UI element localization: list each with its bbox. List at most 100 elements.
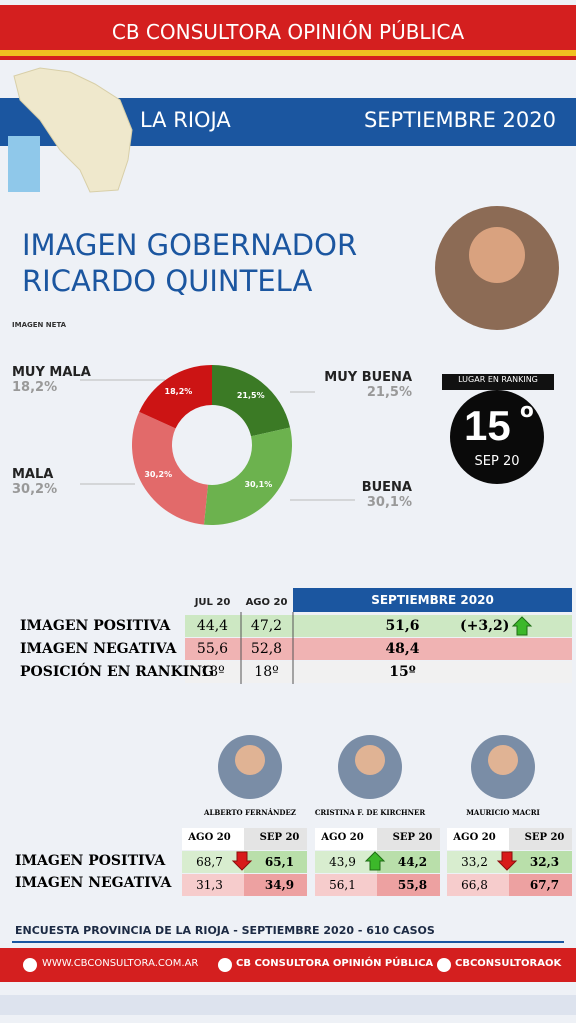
header-title: CB CONSULTORA OPINIÓN PÚBLICA — [111, 20, 465, 44]
row-label: IMAGEN NEGATIVA — [20, 641, 177, 657]
column-header: SEP 20 — [259, 832, 300, 843]
arrow-down — [231, 851, 253, 871]
cell: 51,6 — [385, 618, 420, 634]
survey-note: ENCUESTA PROVINCIA DE LA RIOJA - SEPTIEM… — [15, 924, 435, 937]
highlight — [509, 851, 572, 873]
photo-face — [235, 745, 265, 775]
donut-segment — [139, 365, 212, 429]
politician-name: MAURICIO MACRI — [466, 808, 540, 817]
ranking-label: LUGAR EN RANKING — [458, 375, 538, 384]
change: (+3,2) — [460, 618, 510, 634]
ranking-date: SEP 20 — [474, 454, 520, 469]
highlight — [509, 874, 572, 896]
highlight — [244, 874, 307, 896]
map-inset — [8, 136, 40, 192]
cell: 32,3 — [529, 855, 560, 869]
ranking-circle — [450, 390, 544, 484]
donut-segment — [212, 365, 291, 437]
column-header: AGO 20 — [321, 832, 364, 843]
column-header: JUL 20 — [194, 597, 231, 608]
photo-face — [355, 745, 385, 775]
segment-label: 30,2% — [144, 469, 173, 479]
column-header: AGO 20 — [245, 597, 288, 608]
cell: 56,1 — [329, 878, 356, 892]
cell: 66,8 — [461, 878, 488, 892]
cell: 48,4 — [385, 641, 420, 657]
highlight — [244, 828, 307, 850]
date: SEPTIEMBRE 2020 — [363, 108, 556, 132]
category-label: MUY BUENA — [324, 370, 412, 385]
footer-bar — [0, 948, 576, 982]
category-label: BUENA — [361, 480, 412, 495]
row-label: IMAGEN POSITIVA — [20, 618, 171, 634]
category-label: MALA — [12, 467, 54, 482]
arrow-up — [511, 616, 533, 636]
row-bg — [185, 638, 572, 660]
row-label: IMAGEN POSITIVA — [15, 853, 166, 869]
cell: 67,7 — [529, 878, 560, 892]
bottom-bar — [0, 995, 576, 1015]
value-label: 18,2% — [12, 380, 58, 395]
cell: 18º — [200, 664, 225, 680]
cell: 31,3 — [196, 878, 223, 892]
cell: 44,4 — [196, 618, 229, 634]
icon — [218, 958, 232, 972]
highlight — [377, 874, 440, 896]
politician-name: CRISTINA F. DE KIRCHNER — [314, 808, 426, 817]
column-header: SEP 20 — [392, 832, 433, 843]
value-label: 21,5% — [366, 385, 412, 400]
column-header: SEP 20 — [524, 832, 565, 843]
highlight — [377, 851, 440, 873]
cell: 44,2 — [397, 855, 428, 869]
row-label: IMAGEN NEGATIVA — [15, 875, 172, 891]
ranking-bar — [442, 374, 554, 390]
cell: 33,2 — [461, 855, 488, 869]
arrow-up — [364, 851, 386, 871]
photo-face — [488, 745, 518, 775]
ranking-position: 15 — [464, 402, 511, 449]
cell: 43,9 — [329, 855, 356, 869]
highlight — [509, 828, 572, 850]
cell: 68,7 — [196, 855, 223, 869]
cell: 65,1 — [264, 855, 295, 869]
donut-segment — [132, 411, 208, 525]
cell: 52,8 — [250, 641, 283, 657]
column-header: AGO 20 — [453, 832, 496, 843]
ranking-suffix: o — [520, 398, 534, 422]
map — [13, 67, 133, 193]
column-header: SEPTIEMBRE 2020 — [371, 593, 494, 607]
header-stripe — [0, 50, 576, 56]
header-cell — [293, 588, 572, 612]
category-label: MUY MALA — [12, 365, 91, 380]
facebook: CB CONSULTORA OPINIÓN PÚBLICA — [236, 958, 434, 969]
column-header: AGO 20 — [188, 832, 231, 843]
icon — [437, 958, 451, 972]
photo-face — [469, 227, 525, 283]
region: LA RIOJA — [140, 108, 231, 132]
cell: 18º — [254, 664, 279, 680]
twitter: CBCONSULTORAOK — [455, 958, 562, 969]
cell: 47,2 — [250, 618, 283, 634]
politician-name: ALBERTO FERNÁNDEZ — [204, 808, 296, 817]
segment-label: 30,1% — [244, 480, 273, 490]
segment-label: 21,5% — [236, 390, 265, 400]
highlight — [377, 828, 440, 850]
cell: 55,6 — [196, 641, 229, 657]
cell: 55,8 — [397, 878, 428, 892]
donut-segment — [203, 427, 292, 525]
heading: IMAGEN GOBERNADOR — [22, 228, 358, 262]
website: WWW.CBCONSULTORA.COM.AR — [42, 958, 199, 969]
highlight — [244, 851, 307, 873]
cell: 34,9 — [264, 878, 295, 892]
row-label: POSICIÓN EN RANKING — [20, 664, 215, 680]
arrow-down — [496, 851, 518, 871]
row-bg — [185, 661, 572, 683]
icon — [23, 958, 37, 972]
segment-label: 18,2% — [164, 386, 193, 396]
value-label: 30,1% — [366, 495, 412, 510]
value-label: 30,2% — [12, 482, 58, 497]
subtitle: IMAGEN NETA — [12, 321, 67, 329]
heading: RICARDO QUINTELA — [22, 264, 313, 298]
